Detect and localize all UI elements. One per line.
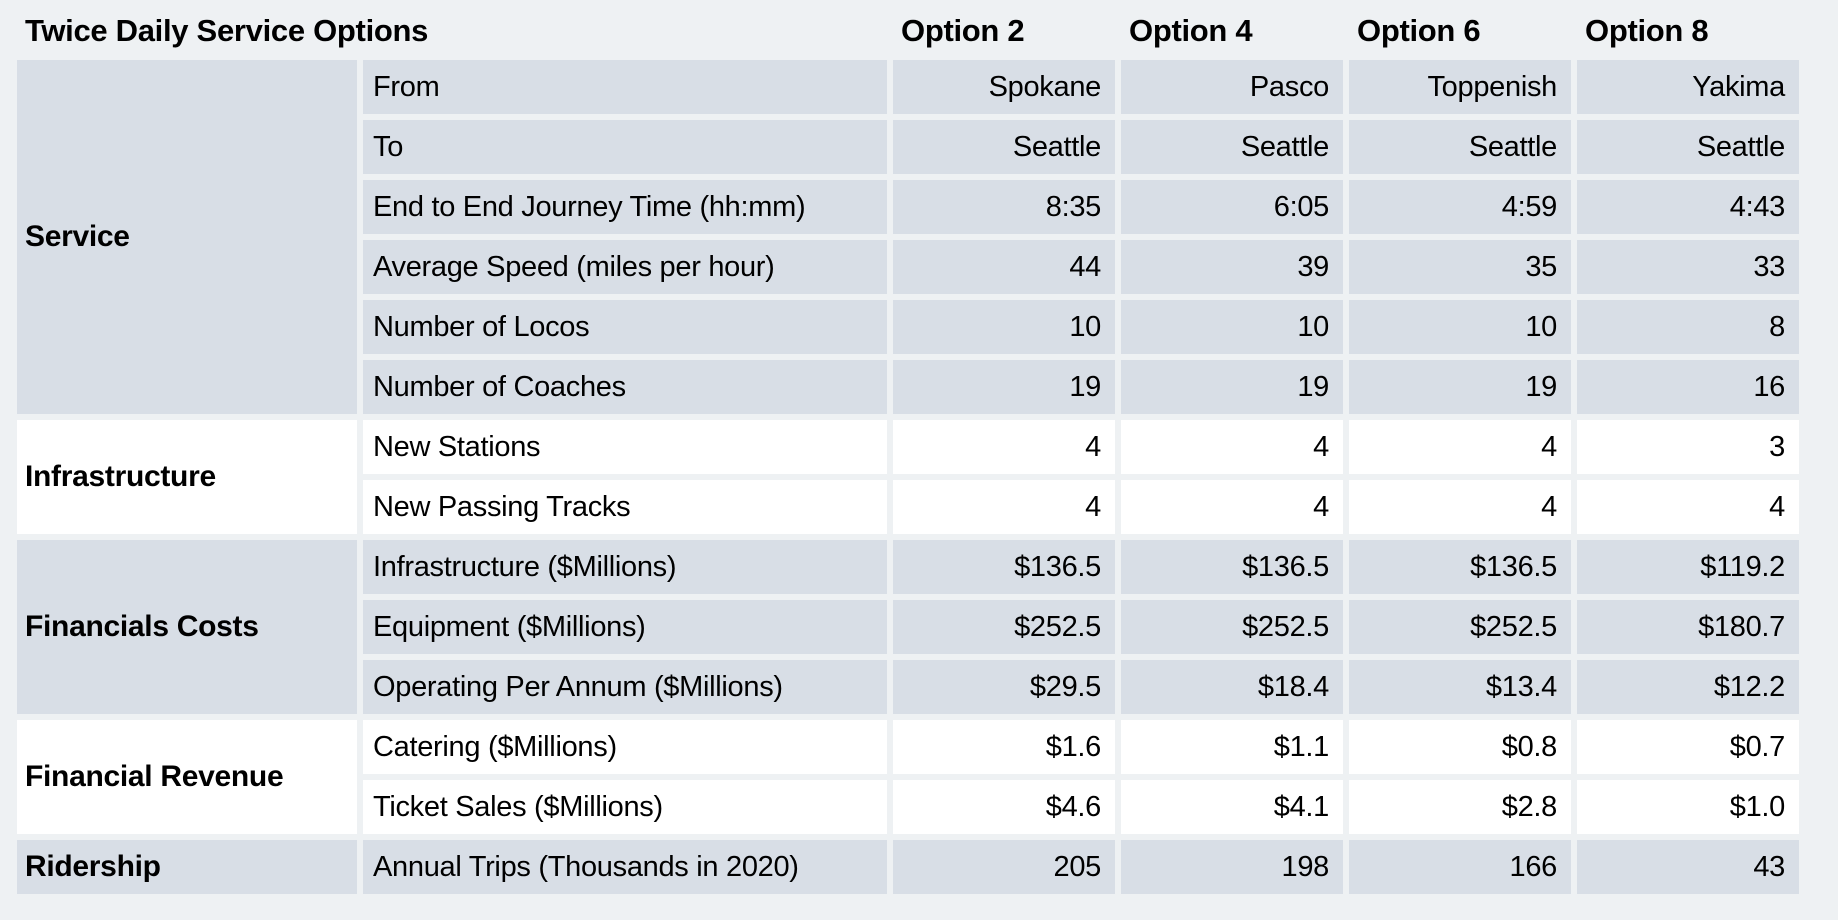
value-cell-ticket-sales-millions-col4: $1.0 [1577, 780, 1799, 834]
row-label-average-speed-miles-per-hour: Average Speed (miles per hour) [363, 240, 887, 294]
row-label-end-to-end-journey-time-hh-mm: End to End Journey Time (hh:mm) [363, 180, 887, 234]
value-cell-number-of-locos-col4: 8 [1577, 300, 1799, 354]
column-header-option-6: Option 6 [1357, 13, 1481, 48]
value-cell-operating-per-annum-millions-col4: $12.2 [1577, 660, 1799, 714]
table-row-ticket-sales-millions: Ticket Sales ($Millions) $4.6 $4.1 $2.8 $1.0 [17, 780, 1799, 834]
group-label-infrastructure: Infrastructure [17, 420, 357, 534]
page-background: Twice Daily Service Options Option 2 Opt… [11, 2, 1805, 900]
row-label-equipment-millions: Equipment ($Millions) [363, 600, 887, 654]
value-cell-number-of-coaches-col3: 19 [1349, 360, 1571, 414]
row-label-annual-trips-thousands-in-2020: Annual Trips (Thousands in 2020) [363, 840, 887, 894]
table-row-average-speed-miles-per-hour: Average Speed (miles per hour) 44 39 35 33 [17, 240, 1799, 294]
table-row-infrastructure-millions: Financials Costs Infrastructure ($Million… [17, 540, 1799, 714]
value-cell-to-col4: Seattle [1577, 120, 1799, 174]
value-cell-infrastructure-millions-col2: $136.5 [1121, 540, 1343, 594]
value-cell-annual-trips-thousands-in-2020-col3: 166 [1349, 840, 1571, 894]
value-cell-average-speed-miles-per-hour-col2: 39 [1121, 240, 1343, 294]
value-cell-equipment-millions-col3: $252.5 [1349, 600, 1571, 654]
row-label-ticket-sales-millions: Ticket Sales ($Millions) [363, 780, 887, 834]
header-row: Twice Daily Service Options Option 2 Opt… [17, 8, 1799, 54]
column-header-option-2: Option 2 [901, 13, 1025, 48]
table-row-annual-trips-thousands-in-2020: Ridership Annual Trips (Thousands in 2020… [17, 840, 1799, 894]
value-cell-to-col1: Seattle [893, 120, 1115, 174]
group-label-ridership: Ridership [17, 840, 357, 894]
table-row-operating-per-annum-millions: Operating Per Annum ($Millions) $29.5 $18.… [17, 660, 1799, 714]
value-cell-to-col3: Seattle [1349, 120, 1571, 174]
value-cell-to-col2: Seattle [1121, 120, 1343, 174]
table-row-catering-millions: Financial Revenue Catering ($Millions) $1.… [17, 720, 1799, 834]
value-cell-new-passing-tracks-col4: 4 [1577, 480, 1799, 534]
value-cell-from-col4: Yakima [1577, 60, 1799, 114]
row-label-operating-per-annum-millions: Operating Per Annum ($Millions) [363, 660, 887, 714]
value-cell-new-stations-col3: 4 [1349, 420, 1571, 474]
group-label-service: Service [17, 60, 357, 414]
group-label-financial-revenue: Financial Revenue [17, 720, 357, 834]
service-options-table: Twice Daily Service Options Option 2 Opt… [11, 2, 1805, 900]
value-cell-operating-per-annum-millions-col3: $13.4 [1349, 660, 1571, 714]
value-cell-infrastructure-millions-col1: $136.5 [893, 540, 1115, 594]
value-cell-number-of-coaches-col4: 16 [1577, 360, 1799, 414]
column-header-option-8: Option 8 [1585, 13, 1709, 48]
value-cell-new-stations-col2: 4 [1121, 420, 1343, 474]
table-row-number-of-locos: Number of Locos 10 10 10 8 [17, 300, 1799, 354]
value-cell-average-speed-miles-per-hour-col1: 44 [893, 240, 1115, 294]
value-cell-new-passing-tracks-col3: 4 [1349, 480, 1571, 534]
value-cell-new-passing-tracks-col1: 4 [893, 480, 1115, 534]
table-row-from: Service From Spokane Pasco Toppenish Yakima [17, 60, 1799, 414]
row-label-number-of-locos: Number of Locos [363, 300, 887, 354]
value-cell-infrastructure-millions-col4: $119.2 [1577, 540, 1799, 594]
value-cell-end-to-end-journey-time-hh-mm-col1: 8:35 [893, 180, 1115, 234]
row-label-from: From [363, 60, 887, 114]
value-cell-ticket-sales-millions-col3: $2.8 [1349, 780, 1571, 834]
value-cell-equipment-millions-col4: $180.7 [1577, 600, 1799, 654]
value-cell-number-of-locos-col1: 10 [893, 300, 1115, 354]
value-cell-infrastructure-millions-col3: $136.5 [1349, 540, 1571, 594]
value-cell-catering-millions-col3: $0.8 [1349, 720, 1571, 774]
table-row-to: To Seattle Seattle Seattle Seattle [17, 120, 1799, 174]
table-row-new-stations: Infrastructure New Stations 4 4 4 3 [17, 420, 1799, 534]
row-label-number-of-coaches: Number of Coaches [363, 360, 887, 414]
row-label-to: To [363, 120, 887, 174]
value-cell-average-speed-miles-per-hour-col3: 35 [1349, 240, 1571, 294]
value-cell-number-of-coaches-col2: 19 [1121, 360, 1343, 414]
table-title: Twice Daily Service Options [25, 13, 429, 48]
value-cell-operating-per-annum-millions-col1: $29.5 [893, 660, 1115, 714]
value-cell-end-to-end-journey-time-hh-mm-col4: 4:43 [1577, 180, 1799, 234]
row-label-new-stations: New Stations [363, 420, 887, 474]
table-row-new-passing-tracks: New Passing Tracks 4 4 4 4 [17, 480, 1799, 534]
value-cell-catering-millions-col4: $0.7 [1577, 720, 1799, 774]
value-cell-from-col2: Pasco [1121, 60, 1343, 114]
column-header-option-4: Option 4 [1129, 13, 1253, 48]
value-cell-annual-trips-thousands-in-2020-col2: 198 [1121, 840, 1343, 894]
value-cell-from-col3: Toppenish [1349, 60, 1571, 114]
value-cell-end-to-end-journey-time-hh-mm-col2: 6:05 [1121, 180, 1343, 234]
value-cell-new-stations-col4: 3 [1577, 420, 1799, 474]
value-cell-number-of-coaches-col1: 19 [893, 360, 1115, 414]
value-cell-operating-per-annum-millions-col2: $18.4 [1121, 660, 1343, 714]
value-cell-ticket-sales-millions-col2: $4.1 [1121, 780, 1343, 834]
value-cell-end-to-end-journey-time-hh-mm-col3: 4:59 [1349, 180, 1571, 234]
value-cell-equipment-millions-col2: $252.5 [1121, 600, 1343, 654]
value-cell-annual-trips-thousands-in-2020-col4: 43 [1577, 840, 1799, 894]
value-cell-new-stations-col1: 4 [893, 420, 1115, 474]
group-label-financials-costs: Financials Costs [17, 540, 357, 714]
row-label-infrastructure-millions: Infrastructure ($Millions) [363, 540, 887, 594]
table-row-number-of-coaches: Number of Coaches 19 19 19 16 [17, 360, 1799, 414]
value-cell-equipment-millions-col1: $252.5 [893, 600, 1115, 654]
row-label-catering-millions: Catering ($Millions) [363, 720, 887, 774]
value-cell-ticket-sales-millions-col1: $4.6 [893, 780, 1115, 834]
value-cell-catering-millions-col2: $1.1 [1121, 720, 1343, 774]
value-cell-number-of-locos-col3: 10 [1349, 300, 1571, 354]
value-cell-annual-trips-thousands-in-2020-col1: 205 [893, 840, 1115, 894]
row-label-new-passing-tracks: New Passing Tracks [363, 480, 887, 534]
table-row-equipment-millions: Equipment ($Millions) $252.5 $252.5 $252.5 $… [17, 600, 1799, 654]
value-cell-number-of-locos-col2: 10 [1121, 300, 1343, 354]
value-cell-new-passing-tracks-col2: 4 [1121, 480, 1343, 534]
value-cell-average-speed-miles-per-hour-col4: 33 [1577, 240, 1799, 294]
table-row-end-to-end-journey-time-hh-mm: End to End Journey Time (hh:mm) 8:35 6:05 4… [17, 180, 1799, 234]
value-cell-from-col1: Spokane [893, 60, 1115, 114]
value-cell-catering-millions-col1: $1.6 [893, 720, 1115, 774]
